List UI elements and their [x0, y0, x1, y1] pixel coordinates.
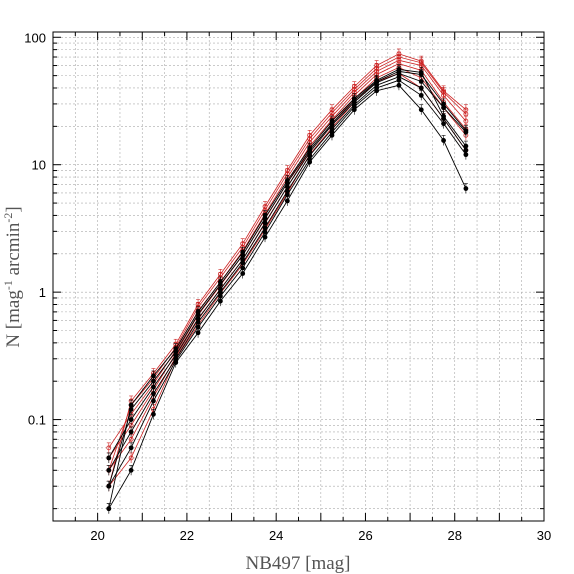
data-point: [307, 145, 313, 151]
data-point: [284, 198, 290, 204]
y-tick-label: 100: [24, 30, 46, 45]
x-axis-title: NB497 [mag]: [245, 553, 350, 574]
x-tick-label: 28: [447, 528, 461, 543]
data-point: [128, 445, 134, 451]
data-point: [128, 467, 134, 473]
axis-ticks: 20 22 24 26 28 30 0.1 1 10 100: [24, 30, 551, 543]
data-point: [151, 398, 156, 404]
x-tick-label: 20: [90, 528, 104, 543]
data-point: [128, 417, 134, 422]
data-point: [106, 483, 112, 489]
data-point: [240, 250, 246, 255]
data-point: [307, 132, 313, 138]
data-point: [106, 455, 112, 461]
data-point: [441, 88, 446, 94]
data-point: [151, 384, 156, 390]
data-point: [374, 77, 380, 83]
x-tick-label: 24: [269, 528, 283, 543]
data-point: [351, 84, 357, 90]
data-point: [106, 445, 112, 451]
data-point: [240, 241, 246, 247]
data-point: [173, 346, 179, 352]
data-point: [396, 82, 402, 88]
y-axis-title: N [mag-1 arcmin-2]: [1, 206, 24, 347]
data-point: [463, 143, 469, 149]
data-point: [128, 436, 134, 442]
data-point: [128, 429, 134, 435]
data-point: [217, 279, 223, 285]
y-tick-label: 10: [32, 158, 46, 173]
y-axis-title-sup-1: -1: [1, 280, 15, 290]
x-tick-label: 26: [358, 528, 372, 543]
data-point: [195, 302, 201, 307]
data-point: [463, 107, 469, 113]
y-axis-title-sup-2: -2: [1, 213, 15, 223]
data-point: [463, 128, 469, 134]
data-point: [217, 287, 223, 292]
data-point: [151, 378, 156, 384]
data-point: [441, 101, 446, 107]
data-point: [441, 138, 446, 143]
data-point: [418, 85, 424, 91]
data-point: [329, 118, 335, 124]
x-tick-label: 22: [180, 528, 194, 543]
data-point: [329, 107, 335, 113]
data-point: [374, 63, 380, 68]
data-point: [418, 58, 424, 64]
data-point: [463, 118, 469, 124]
data-point: [284, 178, 290, 184]
series-field-6-corr: [106, 48, 469, 492]
data-point: [396, 66, 402, 72]
data-point: [195, 330, 201, 336]
data-point: [284, 168, 290, 173]
y-axis-title-part-3: ]: [3, 206, 24, 212]
data-point: [418, 92, 424, 98]
y-tick-label: 0.1: [28, 413, 46, 428]
data-point: [128, 455, 134, 461]
data-point: [441, 113, 446, 119]
data-point: [418, 79, 424, 84]
x-tick-label: 30: [537, 528, 551, 543]
y-tick-label: 1: [39, 285, 46, 300]
y-axis-title-part-1: N [mag: [3, 290, 24, 348]
data-point: [418, 70, 424, 75]
data-point: [240, 265, 246, 271]
data-point: [106, 467, 112, 473]
data-point: [262, 204, 268, 209]
y-axis-title-part-2: arcmin: [3, 222, 24, 280]
data-point: [217, 271, 223, 277]
data-point: [151, 411, 156, 417]
data-point: [418, 107, 424, 113]
series-group: [106, 48, 469, 514]
data-point: [396, 51, 402, 57]
data-point: [262, 213, 268, 218]
data-point: [151, 373, 156, 379]
series-field-6: [106, 64, 469, 514]
data-point: [128, 402, 134, 408]
data-point: [195, 309, 201, 315]
grid: [52, 32, 545, 521]
data-point: [441, 121, 446, 127]
data-point: [463, 186, 469, 191]
data-point: [106, 506, 112, 512]
data-point: [240, 271, 246, 276]
data-point: [351, 96, 357, 102]
data-point: [151, 391, 156, 396]
